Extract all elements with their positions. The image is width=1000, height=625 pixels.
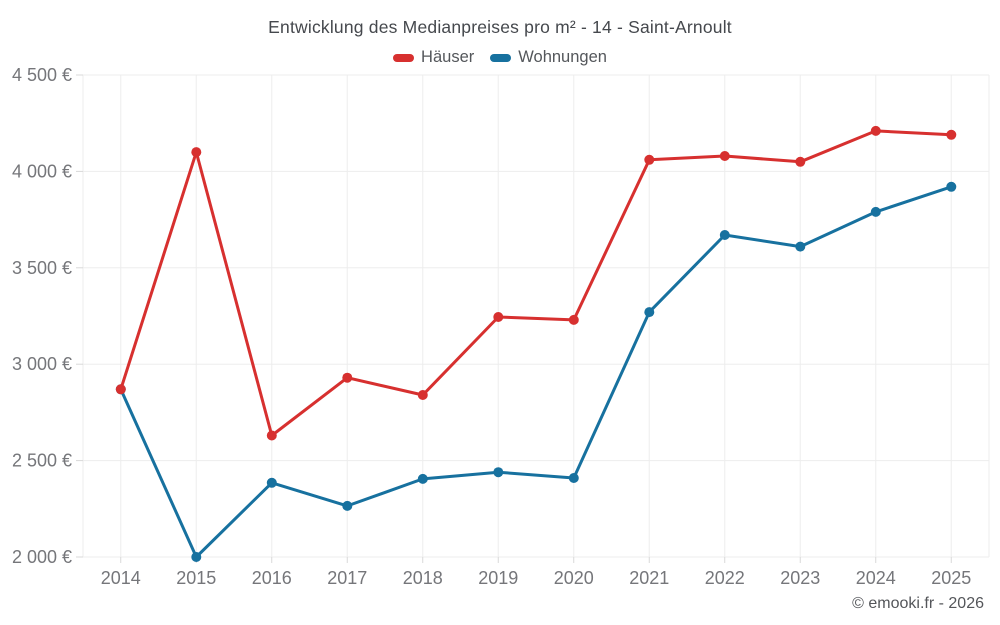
x-tick-label: 2017 [327, 568, 367, 588]
x-tick-label: 2015 [176, 568, 216, 588]
y-tick-label: 4 500 € [12, 65, 72, 85]
data-point-haeuser-2025 [946, 129, 957, 140]
x-tick-label: 2023 [780, 568, 820, 588]
data-point-wohnungen-2024 [870, 206, 881, 217]
legend-label: Wohnungen [518, 48, 607, 66]
data-point-wohnungen-2015 [191, 552, 202, 562]
data-point-wohnungen-2020 [568, 473, 579, 483]
data-point-haeuser-2024 [870, 125, 881, 136]
data-point-wohnungen-2018 [417, 473, 428, 484]
x-tick-label: 2025 [931, 568, 971, 588]
data-point-haeuser-2015 [191, 147, 202, 158]
data-point-haeuser-2018 [417, 390, 428, 400]
y-axis-labels: 2 000 € 2 500 € 3 000 € 3 500 € 4 000 € 4 500… [12, 65, 72, 567]
y-tick-label: 2 000 € [12, 547, 72, 567]
data-point-haeuser-2020 [568, 314, 579, 325]
data-point-haeuser-2019 [493, 312, 504, 322]
series-line-haeuser [119, 129, 953, 437]
data-point-haeuser-2021 [644, 154, 655, 165]
series-line-wohnungen [119, 185, 953, 559]
y-tick-label: 2 500 € [12, 451, 72, 471]
x-tick-label: 2018 [403, 568, 443, 588]
data-point-haeuser-2016 [266, 430, 277, 441]
legend-label: Häuser [421, 48, 475, 66]
data-point-wohnungen-2017 [342, 500, 353, 511]
x-tick-label: 2016 [252, 568, 292, 588]
legend-item-wohnungen[interactable]: Wohnungen [490, 48, 607, 67]
x-tick-label: 2024 [856, 568, 896, 588]
data-point-wohnungen-2025 [946, 181, 957, 192]
legend-swatch-icon [393, 53, 415, 62]
data-point-haeuser-2023 [795, 156, 806, 167]
data-point-haeuser-2022 [719, 151, 730, 161]
data-point-wohnungen-2016 [266, 477, 277, 488]
data-point-wohnungen-2019 [493, 467, 504, 478]
data-point-wohnungen-2023 [795, 241, 806, 252]
y-tick-label: 3 500 € [12, 258, 72, 278]
chart-title: Entwicklung des Medianpreises pro m² - 1… [268, 17, 732, 37]
grid-lines [82, 74, 990, 558]
x-tick-label: 2014 [101, 568, 141, 588]
data-point-wohnungen-2021 [644, 307, 655, 318]
legend: Häuser Wohnungen [0, 47, 1000, 68]
x-tick-label: 2021 [629, 568, 669, 588]
axis-ticks [76, 74, 952, 563]
x-axis-labels: 2014 2015 2016 2017 2018 2019 2020 2021 2022 2023… [101, 568, 972, 588]
legend-swatch-icon [490, 53, 512, 62]
legend-item-haeuser[interactable]: Häuser [393, 48, 474, 67]
x-tick-label: 2019 [478, 568, 518, 588]
data-point-haeuser-2014 [115, 384, 126, 395]
y-tick-label: 4 000 € [12, 161, 72, 181]
y-tick-label: 3 000 € [12, 354, 72, 374]
x-tick-label: 2020 [554, 568, 594, 588]
series-haeuser [115, 125, 957, 441]
copyright-note: © emooki.fr - 2026 [852, 595, 984, 612]
x-tick-label: 2022 [705, 568, 745, 588]
data-point-wohnungen-2022 [719, 230, 730, 240]
series-wohnungen [115, 181, 957, 562]
data-point-haeuser-2017 [342, 372, 353, 383]
